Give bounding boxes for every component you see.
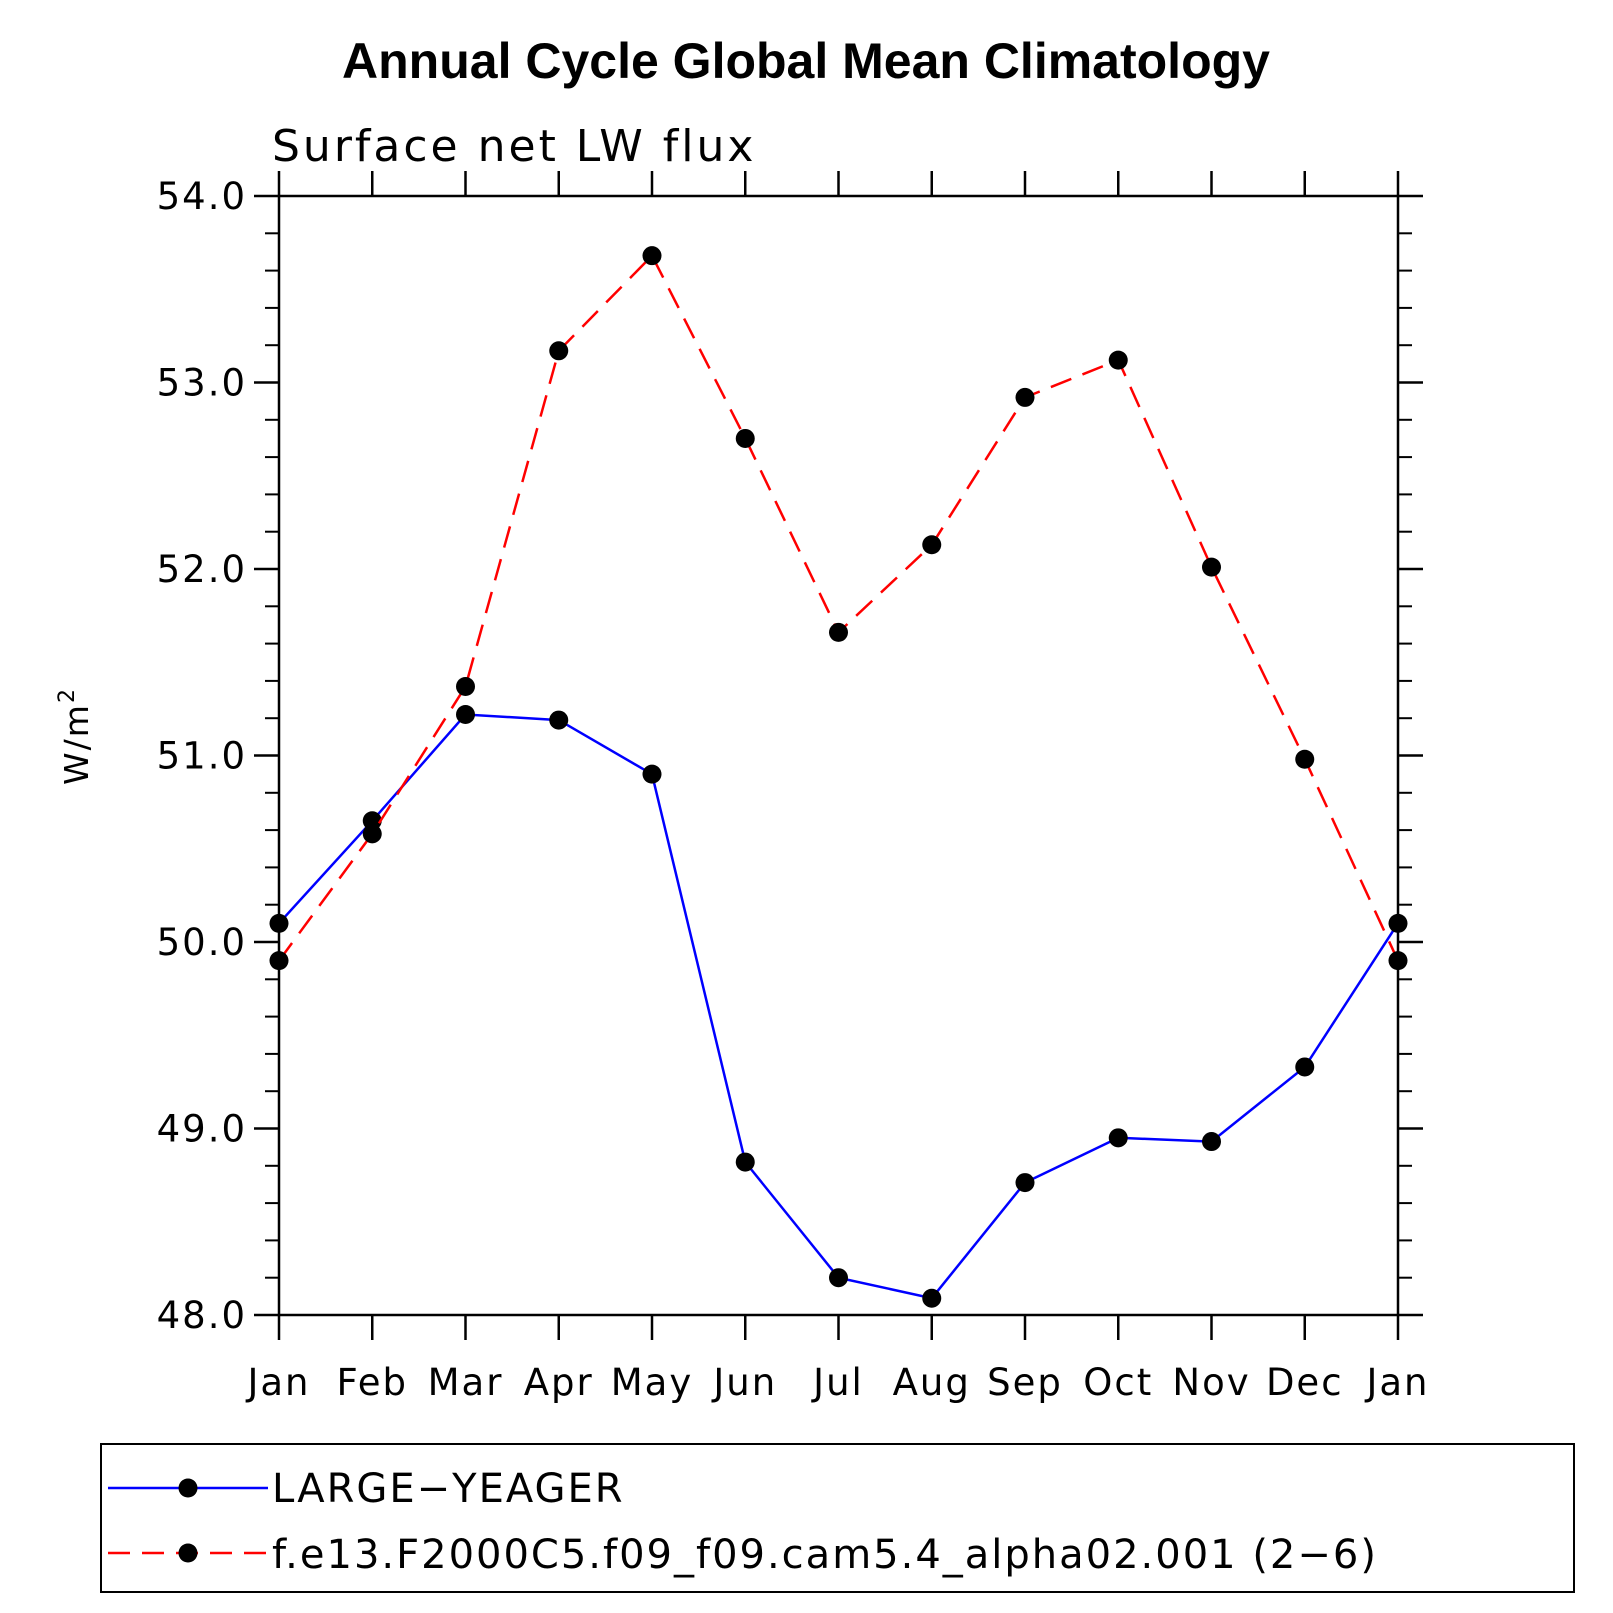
- data-point-series-0: [1108, 1128, 1128, 1148]
- legend-label-series-0: LARGE−YEAGER: [272, 1466, 625, 1512]
- x-tick-label: Jul: [811, 1361, 864, 1404]
- x-tick-label: May: [611, 1361, 694, 1404]
- data-point-series-0: [922, 1288, 942, 1308]
- legend-marker-series-0: [178, 1478, 198, 1498]
- y-tick-label: 50.0: [157, 921, 247, 964]
- x-tick-label: Jan: [245, 1361, 310, 1404]
- data-point-series-1: [1295, 749, 1315, 769]
- series-line-0: [278, 713, 1400, 1300]
- data-point-series-1: [1015, 387, 1035, 407]
- data-point-series-0: [1202, 1132, 1221, 1152]
- chart-subtitle: Surface net LW flux: [272, 121, 756, 172]
- data-point-series-1: [362, 824, 382, 844]
- data-point-series-0: [829, 1268, 848, 1288]
- data-point-series-1: [269, 951, 289, 971]
- legend-marker-series-1: [178, 1543, 198, 1563]
- y-tick-label: 53.0: [157, 362, 247, 405]
- data-point-series-1: [642, 246, 662, 266]
- data-point-series-1: [829, 622, 848, 642]
- data-point-series-0: [1388, 913, 1408, 933]
- data-point-series-1: [1388, 951, 1408, 971]
- series-line-1: [277, 253, 1400, 962]
- y-tick-label: 49.0: [157, 1108, 247, 1151]
- axes: Jan Feb Mar Apr May Jun Jul Aug Sep Oct Nov Dec Jan 4…: [157, 171, 1429, 1404]
- x-tick-label: Oct: [1083, 1361, 1153, 1404]
- data-point-series-0: [642, 764, 662, 784]
- chart-title: Annual Cycle Global Mean Climatology: [342, 33, 1270, 89]
- legend: LARGE−YEAGER f.e13.F2000C5.f09_f09.cam5.…: [100, 1443, 1575, 1593]
- x-tick-label: Feb: [336, 1361, 408, 1404]
- data-point-series-1: [922, 535, 942, 555]
- legend-box: [100, 1443, 1575, 1593]
- data-point-series-1: [735, 428, 755, 448]
- y-tick-label: 54.0: [157, 175, 247, 218]
- data-point-series-0: [362, 811, 382, 831]
- x-tick-label: Nov: [1172, 1361, 1250, 1404]
- x-tick-label: Mar: [428, 1361, 504, 1404]
- data-point-series-1: [1202, 557, 1221, 577]
- x-tick-label: Dec: [1266, 1361, 1344, 1404]
- x-tick-label: Sep: [987, 1361, 1063, 1404]
- legend-label-series-1: f.e13.F2000C5.f09_f09.cam5.4_alpha02.001…: [272, 1532, 1378, 1578]
- y-tick-label: 52.0: [157, 548, 247, 591]
- y-axis-label-text: W/m: [57, 703, 96, 785]
- y-tick-label: 51.0: [157, 735, 247, 778]
- y-tick-label: 48.0: [157, 1294, 247, 1337]
- data-point-series-1: [549, 341, 569, 361]
- series-layer: [269, 246, 1408, 1308]
- data-point-series-1: [1108, 350, 1128, 370]
- data-point-series-0: [1015, 1173, 1035, 1193]
- y-axis-label-superscript: 2: [55, 687, 80, 703]
- x-tick-label: Aug: [893, 1361, 971, 1404]
- y-axis-label: W/m2: [55, 687, 96, 785]
- data-point-series-1: [456, 676, 475, 696]
- data-point-series-0: [735, 1152, 755, 1172]
- data-point-series-0: [1295, 1057, 1315, 1077]
- plot-frame: [277, 194, 1400, 1317]
- x-tick-label: Apr: [524, 1361, 594, 1404]
- data-point-series-0: [549, 710, 569, 730]
- data-point-series-0: [269, 913, 289, 933]
- x-tick-label: Jan: [1364, 1361, 1429, 1404]
- data-point-series-0: [456, 704, 475, 724]
- x-tick-label: Jun: [711, 1361, 777, 1404]
